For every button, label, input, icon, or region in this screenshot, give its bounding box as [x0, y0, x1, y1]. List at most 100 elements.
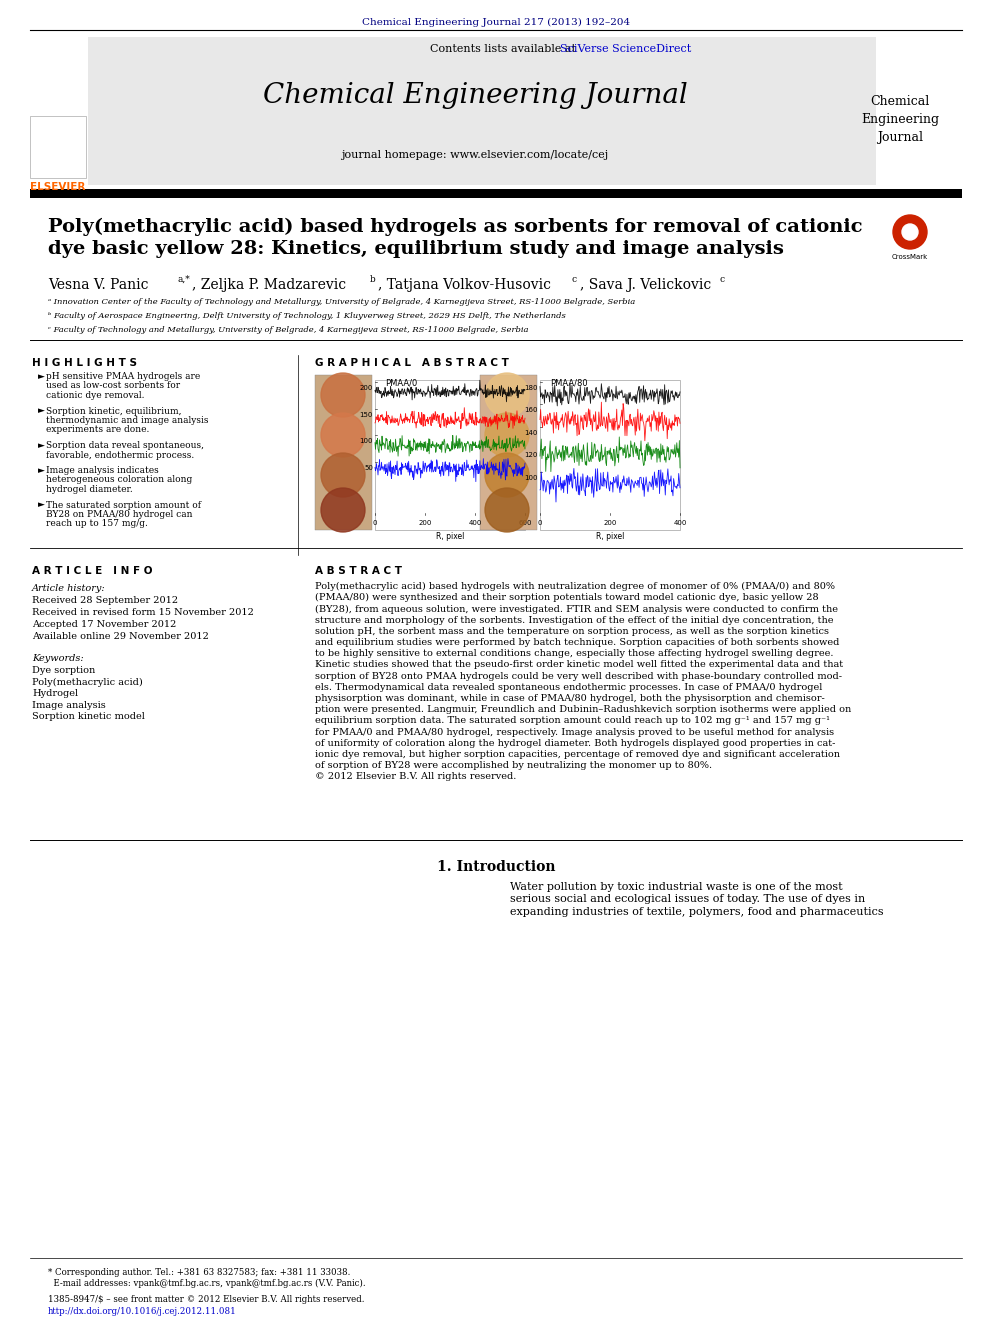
Text: ►: ►: [38, 441, 45, 450]
Circle shape: [485, 373, 529, 417]
Text: experiments are done.: experiments are done.: [46, 426, 150, 434]
Text: pH sensitive PMAA hydrogels are: pH sensitive PMAA hydrogels are: [46, 372, 200, 381]
Text: Chemical
Engineering
Journal: Chemical Engineering Journal: [861, 95, 939, 144]
Text: of sorption of BY28 were accomplished by neutralizing the monomer up to 80%.: of sorption of BY28 were accomplished by…: [315, 761, 712, 770]
Text: Accepted 17 November 2012: Accepted 17 November 2012: [32, 620, 177, 628]
Text: c: c: [720, 275, 725, 284]
Circle shape: [485, 488, 529, 532]
Text: (BY28), from aqueous solution, were investigated. FTIR and SEM analysis were con: (BY28), from aqueous solution, were inve…: [315, 605, 838, 614]
Text: thermodynamic and image analysis: thermodynamic and image analysis: [46, 415, 208, 425]
Circle shape: [485, 413, 529, 456]
Text: Keywords:: Keywords:: [32, 654, 83, 663]
Bar: [30, 189, 962, 198]
Text: c: c: [572, 275, 577, 284]
Text: BY28 on PMAA/80 hydrogel can: BY28 on PMAA/80 hydrogel can: [46, 509, 192, 519]
Text: Sorption kinetic model: Sorption kinetic model: [32, 712, 145, 721]
Text: http://dx.doi.org/10.1016/j.cej.2012.11.081: http://dx.doi.org/10.1016/j.cej.2012.11.…: [48, 1307, 237, 1316]
Text: cationic dye removal.: cationic dye removal.: [46, 392, 145, 400]
Text: Poly(methacrylic acid) based hydrogels as sorbents for removal of cationic
dye b: Poly(methacrylic acid) based hydrogels a…: [48, 218, 863, 258]
Text: ᶜ Faculty of Technology and Metallurgy, University of Belgrade, 4 Karnegijeva St: ᶜ Faculty of Technology and Metallurgy, …: [48, 325, 529, 333]
Text: reach up to 157 mg/g.: reach up to 157 mg/g.: [46, 520, 148, 528]
Text: 50: 50: [364, 464, 373, 471]
Text: Kinetic studies showed that the pseudo-first order kinetic model well fitted the: Kinetic studies showed that the pseudo-f…: [315, 660, 843, 669]
Text: 1385-8947/$ – see front matter © 2012 Elsevier B.V. All rights reserved.: 1385-8947/$ – see front matter © 2012 El…: [48, 1295, 364, 1304]
Text: b: b: [370, 275, 376, 284]
Circle shape: [321, 373, 365, 417]
Text: for PMAA/0 and PMAA/80 hydrogel, respectively. Image analysis proved to be usefu: for PMAA/0 and PMAA/80 hydrogel, respect…: [315, 728, 834, 737]
Text: sorption of BY28 onto PMAA hydrogels could be very well described with phase-bou: sorption of BY28 onto PMAA hydrogels cou…: [315, 672, 842, 680]
Text: CrossMark: CrossMark: [892, 254, 929, 261]
Text: E-mail addresses: vpank@tmf.bg.ac.rs, vpank@tmf.bg.ac.rs (V.V. Panic).: E-mail addresses: vpank@tmf.bg.ac.rs, vp…: [48, 1279, 366, 1289]
Text: equilibrium sorption data. The saturated sorption amount could reach up to 102 m: equilibrium sorption data. The saturated…: [315, 716, 830, 725]
Bar: [30, 116, 86, 179]
Text: Received 28 September 2012: Received 28 September 2012: [32, 595, 179, 605]
Text: ionic dye removal, but higher sorption capacities, percentage of removed dye and: ionic dye removal, but higher sorption c…: [315, 750, 840, 759]
Circle shape: [321, 452, 365, 497]
Circle shape: [902, 224, 918, 239]
Text: , Zeljka P. Madzarevic: , Zeljka P. Madzarevic: [192, 278, 346, 292]
Text: els. Thermodynamical data revealed spontaneous endothermic processes. In case of: els. Thermodynamical data revealed spont…: [315, 683, 822, 692]
Text: , Tatjana Volkov-Husovic: , Tatjana Volkov-Husovic: [378, 278, 551, 292]
Text: serious social and ecological issues of today. The use of dyes in: serious social and ecological issues of …: [510, 894, 865, 905]
Text: Sorption data reveal spontaneous,: Sorption data reveal spontaneous,: [46, 441, 204, 450]
Circle shape: [321, 413, 365, 456]
Text: 100: 100: [359, 438, 373, 445]
Text: H I G H L I G H T S: H I G H L I G H T S: [32, 359, 137, 368]
Text: 150: 150: [360, 411, 373, 418]
Text: physisorption was dominant, while in case of PMAA/80 hydrogel, both the physisor: physisorption was dominant, while in cas…: [315, 695, 824, 703]
Text: (PMAA/80) were synthesized and their sorption potentials toward model cationic d: (PMAA/80) were synthesized and their sor…: [315, 593, 818, 602]
Text: * Corresponding author. Tel.: +381 63 8327583; fax: +381 11 33038.: * Corresponding author. Tel.: +381 63 83…: [48, 1267, 350, 1277]
Bar: [375, 380, 525, 531]
Text: R, pixel: R, pixel: [435, 532, 464, 541]
Text: 0: 0: [373, 520, 377, 527]
Text: Poly(methacrylic acid) based hydrogels with neutralization degree of monomer of : Poly(methacrylic acid) based hydrogels w…: [315, 582, 835, 591]
Text: Received in revised form 15 November 2012: Received in revised form 15 November 201…: [32, 609, 254, 617]
Text: to be highly sensitive to external conditions change, especially those affecting: to be highly sensitive to external condi…: [315, 650, 833, 659]
Text: Sorption kinetic, equilibrium,: Sorption kinetic, equilibrium,: [46, 406, 182, 415]
Text: Dye sorption: Dye sorption: [32, 665, 95, 675]
Text: solution pH, the sorbent mass and the temperature on sorption process, as well a: solution pH, the sorbent mass and the te…: [315, 627, 829, 636]
Text: 200: 200: [603, 520, 617, 527]
Bar: [88, 37, 876, 185]
Text: R, pixel: R, pixel: [596, 532, 624, 541]
Text: 1. Introduction: 1. Introduction: [436, 860, 556, 875]
Bar: [480, 374, 537, 531]
Text: ►: ►: [38, 372, 45, 381]
Text: Image analysis indicates: Image analysis indicates: [46, 466, 159, 475]
Text: Vesna V. Panic: Vesna V. Panic: [48, 278, 149, 292]
Circle shape: [485, 452, 529, 497]
Text: journal homepage: www.elsevier.com/locate/cej: journal homepage: www.elsevier.com/locat…: [341, 149, 609, 160]
Text: Poly(methacrylic acid): Poly(methacrylic acid): [32, 677, 143, 687]
Text: ᵇ Faculty of Aerospace Engineering, Delft University of Technology, 1 Kluyverweg: ᵇ Faculty of Aerospace Engineering, Delf…: [48, 312, 565, 320]
Text: of uniformity of coloration along the hydrogel diameter. Both hydrogels displaye: of uniformity of coloration along the hy…: [315, 738, 835, 747]
Text: used as low-cost sorbents for: used as low-cost sorbents for: [46, 381, 181, 390]
Text: PMAA/80: PMAA/80: [550, 378, 587, 388]
Text: , Sava J. Velickovic: , Sava J. Velickovic: [580, 278, 711, 292]
Text: 120: 120: [525, 452, 538, 458]
Text: 180: 180: [525, 385, 538, 392]
Circle shape: [321, 488, 365, 532]
Text: Hydrogel: Hydrogel: [32, 689, 78, 699]
Text: Contents lists available at: Contents lists available at: [430, 44, 579, 54]
Text: ►: ►: [38, 466, 45, 475]
Text: ption were presented. Langmuir, Freundlich and Dubinin–Radushkevich sorption iso: ption were presented. Langmuir, Freundli…: [315, 705, 851, 714]
Bar: [540, 380, 680, 531]
Text: 140: 140: [525, 430, 538, 437]
Text: and equilibrium studies were performed by batch technique. Sorption capacities o: and equilibrium studies were performed b…: [315, 638, 839, 647]
Text: ELSEVIER: ELSEVIER: [31, 183, 85, 192]
Text: Available online 29 November 2012: Available online 29 November 2012: [32, 632, 209, 642]
Text: structure and morphology of the sorbents. Investigation of the effect of the ini: structure and morphology of the sorbents…: [315, 615, 833, 624]
Text: a,*: a,*: [178, 275, 190, 284]
Text: Water pollution by toxic industrial waste is one of the most: Water pollution by toxic industrial wast…: [510, 882, 842, 892]
Text: © 2012 Elsevier B.V. All rights reserved.: © 2012 Elsevier B.V. All rights reserved…: [315, 773, 517, 782]
Bar: [315, 374, 372, 531]
Text: The saturated sorption amount of: The saturated sorption amount of: [46, 500, 201, 509]
Circle shape: [893, 216, 927, 249]
Text: ►: ►: [38, 406, 45, 415]
Text: A B S T R A C T: A B S T R A C T: [315, 566, 402, 576]
Text: 400: 400: [468, 520, 482, 527]
Text: A R T I C L E   I N F O: A R T I C L E I N F O: [32, 566, 153, 576]
Text: favorable, endothermic process.: favorable, endothermic process.: [46, 451, 194, 459]
Text: Image analysis: Image analysis: [32, 700, 106, 709]
Text: 160: 160: [525, 407, 538, 413]
